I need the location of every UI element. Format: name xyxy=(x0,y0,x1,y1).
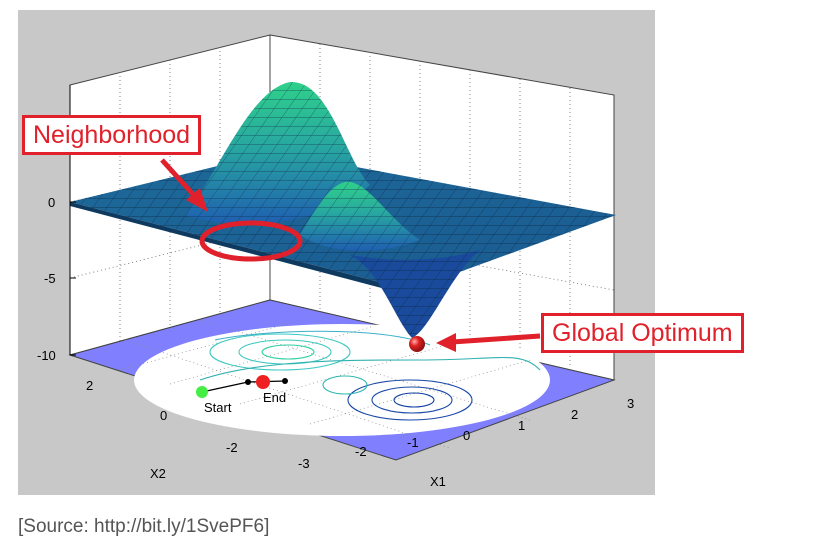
global-optimum-marker xyxy=(409,336,425,352)
z-tick-1: -5 xyxy=(44,271,56,286)
start-label: Start xyxy=(204,400,232,415)
contour-lines xyxy=(199,330,541,421)
end-label: End xyxy=(263,390,286,405)
surface-mesh xyxy=(70,81,616,338)
x1-tick-4: 1 xyxy=(518,418,525,433)
x1-axis-label: X1 xyxy=(430,474,446,489)
neighborhood-ellipse xyxy=(199,220,303,262)
arrow-global-optimum xyxy=(436,333,541,352)
floor-disc xyxy=(134,324,550,436)
x1-tick-5: 2 xyxy=(571,407,578,422)
start-marker xyxy=(196,386,208,398)
search-path xyxy=(196,375,288,398)
x1-tick-3: 0 xyxy=(463,428,470,443)
end-marker xyxy=(256,375,270,389)
arrow-neighborhood xyxy=(160,158,208,212)
x2-tick-0: 2 xyxy=(86,378,93,393)
global-optimum-callout: Global Optimum xyxy=(541,313,744,353)
x1-tick-6: 3 xyxy=(627,396,634,411)
source-caption: [Source: http://bit.ly/1SvePF6] xyxy=(18,516,270,537)
x1-tick-0: -3 xyxy=(298,456,310,471)
x1-tick-2: -1 xyxy=(407,435,419,450)
neighborhood-callout: Neighborhood xyxy=(22,115,202,155)
z-tick-2: -10 xyxy=(37,348,56,363)
x1-tick-1: -2 xyxy=(355,444,367,459)
z-tick-0: 0 xyxy=(48,195,55,210)
x2-tick-1: 0 xyxy=(160,408,167,423)
x2-tick-2: -2 xyxy=(226,440,238,455)
x2-axis-label: X2 xyxy=(150,466,166,481)
